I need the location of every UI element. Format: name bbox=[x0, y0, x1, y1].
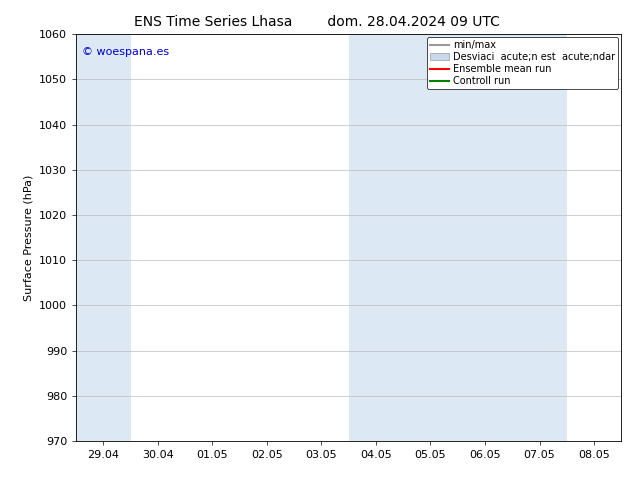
Text: ENS Time Series Lhasa        dom. 28.04.2024 09 UTC: ENS Time Series Lhasa dom. 28.04.2024 09… bbox=[134, 15, 500, 29]
Bar bbox=[458, 34, 512, 441]
Bar bbox=[349, 34, 403, 441]
Text: © woespana.es: © woespana.es bbox=[82, 47, 169, 56]
Bar bbox=[512, 34, 567, 441]
Bar bbox=[403, 34, 458, 441]
Y-axis label: Surface Pressure (hPa): Surface Pressure (hPa) bbox=[23, 174, 34, 301]
Legend: min/max, Desviaci  acute;n est  acute;ndar, Ensemble mean run, Controll run: min/max, Desviaci acute;n est acute;ndar… bbox=[427, 37, 618, 89]
Bar bbox=[76, 34, 131, 441]
